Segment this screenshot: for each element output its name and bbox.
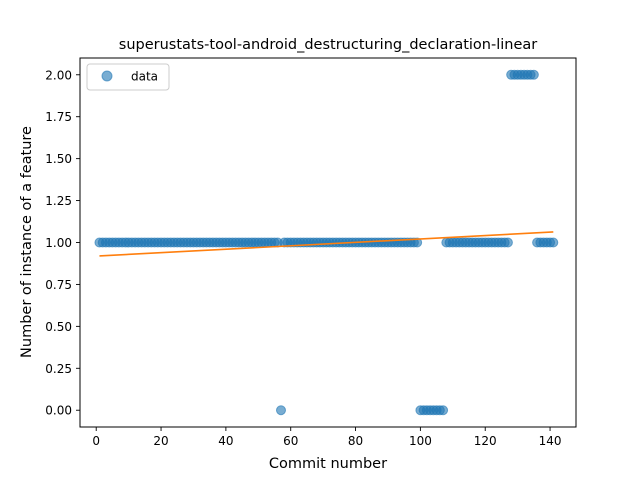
x-tick-label: 140: [539, 434, 562, 448]
x-tick-label: 40: [218, 434, 233, 448]
data-point: [502, 237, 513, 248]
data-point: [438, 405, 449, 416]
x-tick-label: 60: [283, 434, 298, 448]
y-tick-label: 0.00: [45, 404, 72, 418]
data-point: [412, 237, 423, 248]
fit-line: [99, 231, 554, 257]
x-axis-label: Commit number: [269, 456, 387, 472]
y-tick-label: 0.50: [45, 320, 72, 334]
data-point: [528, 69, 539, 80]
x-tick-label: 0: [92, 434, 100, 448]
x-tick-label: 20: [153, 434, 168, 448]
chart-title: superustats-tool-android_destructuring_d…: [119, 37, 537, 53]
legend-marker: [101, 70, 113, 82]
data-point: [548, 237, 559, 248]
legend-box: [86, 63, 170, 91]
legend: data: [86, 63, 170, 91]
y-tick-label: 1.50: [45, 152, 72, 166]
x-tick-label: 80: [348, 434, 363, 448]
x-tick-label: 100: [409, 434, 432, 448]
y-tick-label: 1.75: [45, 110, 72, 124]
y-axis-label: Number of instance of a feature: [19, 126, 35, 358]
y-tick-label: 1.00: [45, 236, 72, 250]
y-tick-label: 0.25: [45, 362, 72, 376]
y-tick-label: 0.75: [45, 278, 72, 292]
y-tick-label: 1.25: [45, 194, 72, 208]
y-tick-label: 2.00: [45, 68, 72, 82]
legend-label: data: [131, 70, 158, 84]
x-tick-label: 120: [474, 434, 497, 448]
data-point: [275, 405, 286, 416]
